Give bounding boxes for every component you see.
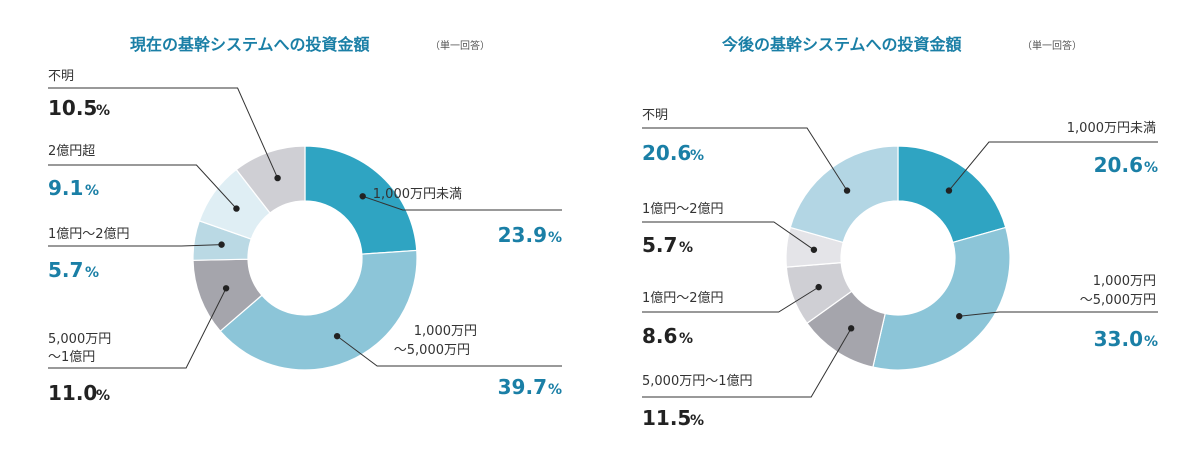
- leader-line: [642, 127, 848, 191]
- slice-label: 1億円～2億円: [48, 226, 130, 242]
- leader-dot: [956, 313, 963, 320]
- leader-line: [362, 195, 562, 211]
- leader-line: [642, 328, 852, 398]
- donut-slice: [219, 249, 418, 371]
- slice-percent-sign: %: [96, 388, 110, 404]
- leader-dot: [233, 205, 240, 212]
- slice-percent-sign: %: [690, 148, 704, 164]
- slice-label: 不明: [642, 108, 668, 123]
- slice-percent-sign: %: [679, 240, 693, 256]
- slice-value: 39.7: [498, 375, 547, 399]
- leader-dot: [945, 187, 953, 194]
- donut-slice: [304, 145, 418, 255]
- slice-label: 1,000万円未満: [1067, 121, 1156, 136]
- slice-label: 5,000万円～1億円: [642, 373, 753, 389]
- leader-line: [642, 221, 815, 251]
- slice-value: 9.1: [48, 176, 83, 200]
- chart-title-note: （単一回答）: [430, 39, 490, 52]
- future-investment-chart: 今後の基幹システムへの投資金額 （単一回答） 1,000万円未満 20.6 % 1,000…: [642, 35, 1158, 430]
- slice-label: ～1億円: [48, 349, 95, 365]
- slice-value: 20.6: [642, 141, 691, 165]
- slice-percent-sign: %: [85, 265, 99, 281]
- leader-dot: [847, 325, 855, 332]
- slice-label: 1,000万円: [414, 324, 477, 339]
- slice-label: 2億円超: [48, 143, 95, 159]
- slice-label: 5,000万円: [48, 332, 111, 347]
- slice-label: ～5,000万円: [1080, 293, 1156, 308]
- slice-value: 5.7: [642, 233, 677, 257]
- slice-value: 8.6: [642, 324, 677, 348]
- slice-value: 23.9: [498, 223, 547, 247]
- chart-title: 今後の基幹システムへの投資金額: [721, 35, 962, 54]
- donut-slice: [872, 226, 1011, 371]
- donut-slice: [235, 145, 306, 214]
- chart-title: 現在の基幹システムへの投資金額: [130, 35, 370, 54]
- leader-line: [48, 87, 279, 179]
- leader-line: [48, 288, 227, 369]
- slice-percent-sign: %: [690, 413, 704, 429]
- slice-value: 5.7: [48, 258, 83, 282]
- slice-percent-sign: %: [1144, 334, 1158, 350]
- slice-percent-sign: %: [679, 331, 693, 347]
- chart-title-note: （単一回答）: [1022, 39, 1082, 52]
- slice-value: 11.5: [642, 406, 691, 430]
- leader-line: [642, 286, 819, 313]
- slice-percent-sign: %: [96, 103, 110, 119]
- leader-dot: [815, 283, 822, 291]
- slice-value: 11.0: [48, 381, 97, 405]
- slice-label: 1億円～2億円: [642, 290, 724, 306]
- slice-label: 1,000万円未満: [373, 187, 462, 202]
- leader-dot: [810, 246, 818, 253]
- leader-line: [959, 311, 1158, 317]
- donut-slice: [897, 145, 1007, 244]
- slice-percent-sign: %: [1144, 160, 1158, 176]
- slice-percent-sign: %: [548, 382, 562, 398]
- slice-percent-sign: %: [85, 183, 99, 199]
- slice-value: 33.0: [1094, 327, 1143, 351]
- leader-dot: [274, 174, 281, 182]
- leader-line: [48, 164, 237, 209]
- slice-percent-sign: %: [548, 230, 562, 246]
- leader-dot: [843, 187, 851, 194]
- slice-value: 20.6: [1094, 153, 1143, 177]
- slice-value: 10.5: [48, 96, 97, 120]
- slice-label: 1億円～2億円: [642, 201, 724, 217]
- leader-line: [336, 335, 562, 367]
- slice-label: 1,000万円: [1093, 274, 1156, 289]
- slice-label: ～5,000万円: [394, 343, 470, 358]
- leader-dot: [359, 193, 366, 200]
- current-investment-chart: 現在の基幹システムへの投資金額 （単一回答） 1,000万円未満 23.9 % 1,000…: [48, 35, 562, 405]
- leader-line: [48, 244, 222, 247]
- donut-slice: [789, 145, 899, 244]
- leader-dot: [333, 332, 341, 340]
- leader-line: [948, 141, 1158, 191]
- leader-dot: [218, 241, 225, 248]
- leader-dot: [222, 285, 230, 292]
- slice-label: 不明: [48, 69, 74, 84]
